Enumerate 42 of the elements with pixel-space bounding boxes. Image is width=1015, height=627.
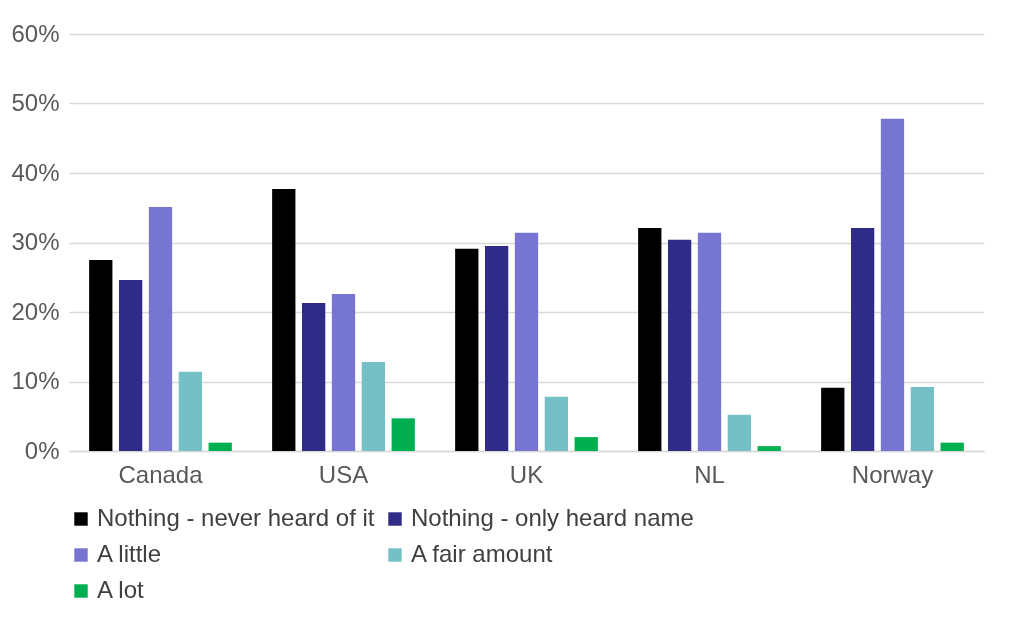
bar: [272, 188, 296, 451]
x-tick-label: Canada: [118, 460, 204, 488]
bar: [727, 414, 752, 451]
bar: [301, 302, 326, 451]
bar: [391, 418, 415, 451]
y-tick-label: 10%: [11, 367, 60, 394]
legend-label: Nothing - never heard of it: [97, 504, 375, 531]
bar: [880, 118, 905, 451]
bar: [514, 232, 539, 451]
legend-label: A lot: [97, 576, 145, 603]
bar: [89, 259, 113, 451]
x-tick-label: NL: [694, 460, 725, 488]
bar: [208, 442, 232, 451]
legend-label: Nothing - only heard name: [411, 504, 694, 531]
bar: [638, 227, 662, 451]
bar: [910, 387, 935, 451]
bar: [148, 207, 173, 451]
y-tick-label: 30%: [11, 228, 60, 255]
bar: [697, 232, 722, 451]
bar: [667, 239, 692, 451]
bar: [574, 437, 598, 451]
bar: [178, 371, 203, 451]
bar: [118, 280, 143, 451]
bar: [484, 245, 509, 451]
x-tick-label: Norway: [851, 460, 934, 488]
bar: [850, 227, 875, 451]
bar: [940, 442, 964, 451]
y-tick-label: 60%: [11, 19, 60, 47]
bar: [331, 293, 356, 451]
bar: [544, 396, 569, 451]
x-tick-label: USA: [318, 460, 369, 488]
legend-label: A fair amount: [411, 540, 553, 567]
legend-label: A little: [97, 540, 162, 567]
bar: [821, 387, 845, 451]
y-tick-label: 50%: [11, 89, 60, 116]
bar: [361, 362, 386, 451]
bar: [455, 248, 479, 451]
x-tick-label: UK: [509, 460, 544, 488]
y-tick-label: 40%: [11, 158, 60, 186]
y-tick-label: 0%: [24, 436, 60, 464]
y-tick-label: 20%: [11, 297, 60, 325]
bar: [757, 446, 781, 451]
